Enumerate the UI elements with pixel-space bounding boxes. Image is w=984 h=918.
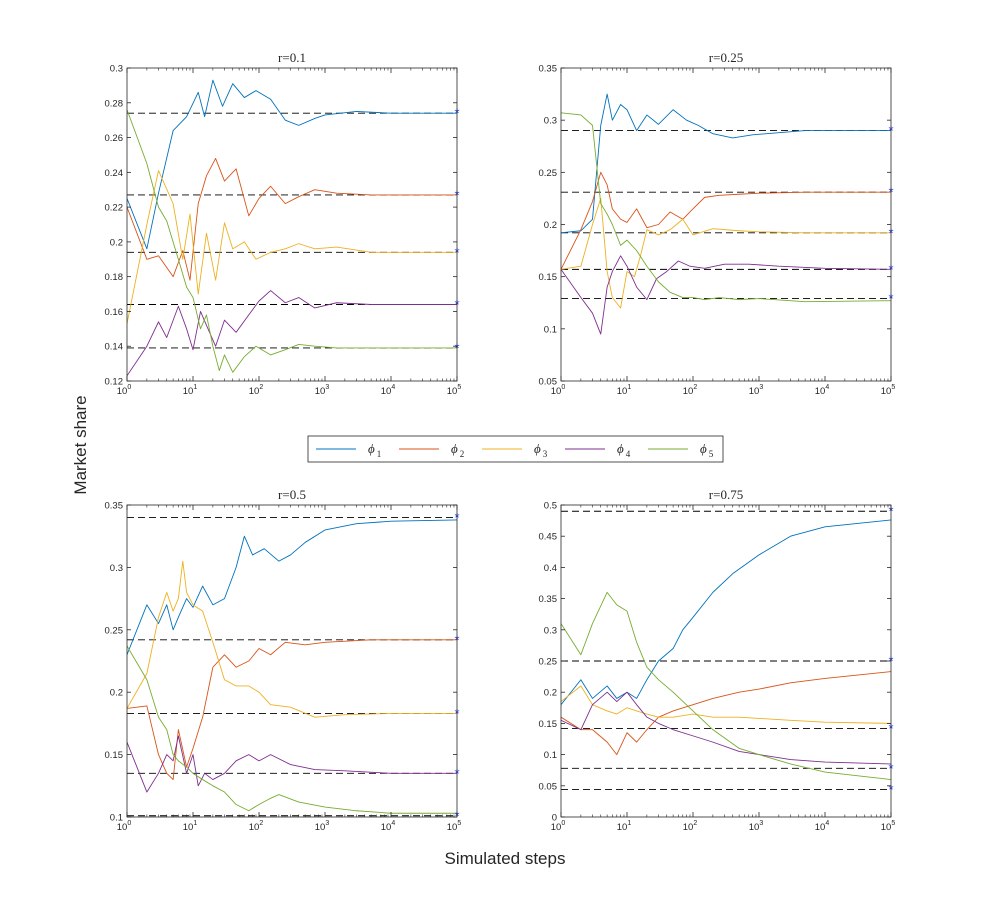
subplot-title: r=0.5 [278, 487, 306, 502]
series-line-phi-4 [127, 735, 457, 793]
plot-area [127, 68, 457, 381]
y-tick-label: 0.2 [110, 688, 123, 699]
y-tick-label: 0.2 [544, 220, 557, 231]
y-tick-label: 0.12 [105, 377, 124, 388]
y-tick-label: 0.2 [110, 237, 123, 248]
series-line-phi-5 [561, 591, 891, 781]
y-tick-label: 0.16 [105, 307, 124, 318]
y-tick-label: 0.18 [105, 272, 124, 283]
subplot-r-0-5: *****0.10.150.20.250.30.3510010110210310… [105, 487, 462, 833]
axes-frame [126, 504, 458, 818]
y-tick-label: 0.14 [105, 342, 124, 353]
series-line-phi-1 [561, 93, 891, 234]
series-line-phi-5 [127, 109, 457, 373]
series-line-phi-3 [127, 170, 457, 324]
subplot-title: r=0.75 [709, 487, 743, 502]
y-tick-label: 0.1 [544, 750, 557, 761]
series-line-phi-2 [127, 157, 457, 281]
series-line-phi-1 [127, 79, 457, 250]
y-tick-label: 0.5 [544, 501, 557, 512]
series-line-phi-1 [127, 519, 457, 655]
subplot-title: r=0.25 [709, 50, 743, 65]
series-line-phi-4 [561, 691, 891, 765]
y-tick-label: 0 [552, 813, 557, 824]
y-tick-label: 0.35 [539, 594, 558, 605]
y-tick-label: 0.4 [544, 563, 557, 574]
series-line-phi-3 [127, 560, 457, 718]
y-tick-label: 0.3 [544, 625, 557, 636]
subplot-r-0-75: *****00.050.10.150.20.250.30.350.40.450.… [539, 487, 896, 833]
series-line-phi-5 [561, 112, 891, 303]
y-tick-label: 0.3 [110, 64, 123, 75]
plot-area [561, 68, 891, 381]
y-tick-label: 0.3 [544, 116, 557, 127]
series-line-phi-4 [561, 255, 891, 335]
y-tick-label: 0.28 [105, 98, 124, 109]
series-line-phi-4 [127, 290, 457, 377]
y-tick-label: 0.1 [110, 813, 123, 824]
y-tick-label: 0.05 [539, 781, 558, 792]
subplot-title: r=0.1 [278, 50, 306, 65]
y-tick-label: 0.25 [539, 657, 558, 668]
y-tick-label: 0.35 [539, 64, 558, 75]
series-line-phi-1 [561, 519, 891, 705]
series-line-phi-3 [561, 197, 891, 309]
y-tick-label: 0.2 [544, 688, 557, 699]
y-tick-label: 0.26 [105, 133, 124, 144]
y-tick-label: 0.1 [544, 324, 557, 335]
x-axis-label: Simulated steps [445, 849, 566, 868]
series-line-phi-5 [127, 645, 457, 814]
series-line-phi-3 [561, 685, 891, 724]
y-tick-label: 0.15 [539, 272, 558, 283]
y-tick-label: 0.25 [105, 625, 124, 636]
subplot-r-0-1: *****0.120.140.160.180.20.220.240.260.28… [105, 50, 462, 397]
y-tick-label: 0.15 [539, 719, 558, 730]
y-axis-label: Market share [71, 395, 90, 494]
plot-area [127, 505, 457, 817]
series-line-phi-2 [561, 171, 891, 270]
y-tick-label: 0.35 [105, 501, 124, 512]
y-tick-label: 0.05 [539, 377, 558, 388]
y-tick-label: 0.3 [110, 563, 123, 574]
y-tick-label: 0.22 [105, 203, 124, 214]
y-tick-label: 0.45 [539, 532, 558, 543]
y-tick-label: 0.25 [539, 168, 558, 179]
y-tick-label: 0.24 [105, 168, 124, 179]
y-tick-label: 0.15 [105, 750, 124, 761]
axes-frame [126, 67, 458, 382]
